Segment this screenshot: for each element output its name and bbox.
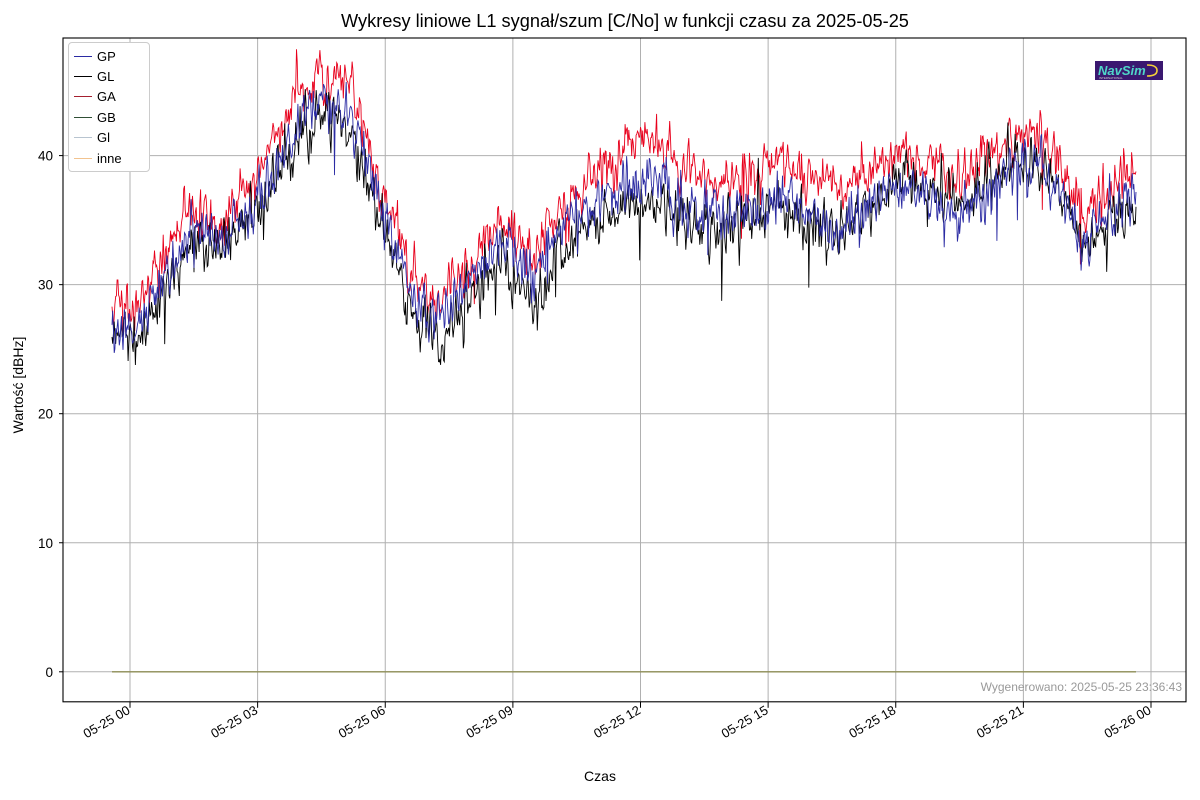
svg-text:20: 20 xyxy=(38,407,53,422)
svg-text:05-25 15: 05-25 15 xyxy=(719,702,771,741)
svg-text:40: 40 xyxy=(38,149,53,164)
svg-text:05-25 12: 05-25 12 xyxy=(591,702,643,741)
svg-text:05-25 06: 05-25 06 xyxy=(336,702,388,741)
svg-text:05-26 00: 05-26 00 xyxy=(1102,702,1154,741)
svg-text:30: 30 xyxy=(38,278,53,293)
svg-text:0: 0 xyxy=(45,665,53,680)
svg-text:05-25 09: 05-25 09 xyxy=(463,702,515,741)
svg-text:05-25 18: 05-25 18 xyxy=(846,702,898,741)
svg-text:INTERNATIONAL: INTERNATIONAL xyxy=(1099,76,1123,80)
svg-text:10: 10 xyxy=(38,536,53,551)
svg-text:05-25 03: 05-25 03 xyxy=(208,702,260,741)
svg-text:05-25 00: 05-25 00 xyxy=(81,702,133,741)
svg-text:05-25 21: 05-25 21 xyxy=(974,702,1026,741)
